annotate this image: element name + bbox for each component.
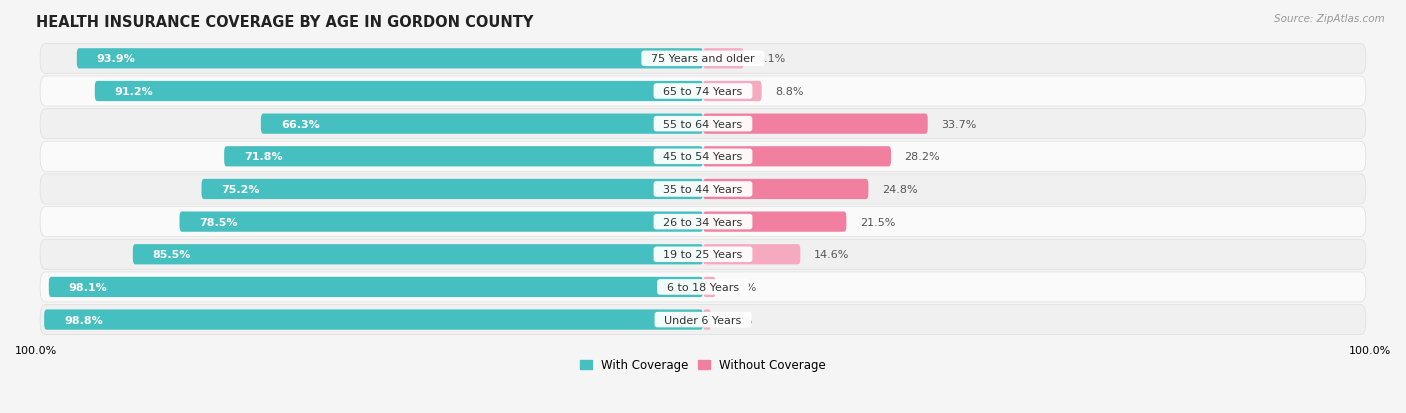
FancyBboxPatch shape bbox=[201, 179, 703, 199]
FancyBboxPatch shape bbox=[77, 49, 703, 69]
Text: 85.5%: 85.5% bbox=[153, 250, 191, 260]
Text: 14.6%: 14.6% bbox=[814, 250, 849, 260]
FancyBboxPatch shape bbox=[703, 277, 716, 297]
Text: 75.2%: 75.2% bbox=[222, 185, 260, 195]
Text: 65 to 74 Years: 65 to 74 Years bbox=[657, 87, 749, 97]
FancyBboxPatch shape bbox=[703, 147, 891, 167]
FancyBboxPatch shape bbox=[41, 240, 1365, 270]
Text: 98.8%: 98.8% bbox=[65, 315, 103, 325]
Text: 78.5%: 78.5% bbox=[200, 217, 238, 227]
FancyBboxPatch shape bbox=[703, 310, 711, 330]
Text: 35 to 44 Years: 35 to 44 Years bbox=[657, 185, 749, 195]
Text: 66.3%: 66.3% bbox=[281, 119, 319, 129]
FancyBboxPatch shape bbox=[41, 272, 1365, 302]
Legend: With Coverage, Without Coverage: With Coverage, Without Coverage bbox=[579, 358, 827, 371]
Text: Source: ZipAtlas.com: Source: ZipAtlas.com bbox=[1274, 14, 1385, 24]
FancyBboxPatch shape bbox=[41, 77, 1365, 107]
Text: Under 6 Years: Under 6 Years bbox=[658, 315, 748, 325]
Text: 6.1%: 6.1% bbox=[756, 54, 786, 64]
Text: 24.8%: 24.8% bbox=[882, 185, 917, 195]
Text: 1.2%: 1.2% bbox=[724, 315, 752, 325]
FancyBboxPatch shape bbox=[703, 212, 846, 232]
Text: 98.1%: 98.1% bbox=[69, 282, 107, 292]
Text: 8.8%: 8.8% bbox=[775, 87, 803, 97]
Text: 33.7%: 33.7% bbox=[941, 119, 976, 129]
Text: 91.2%: 91.2% bbox=[115, 87, 153, 97]
Text: 19 to 25 Years: 19 to 25 Years bbox=[657, 250, 749, 260]
FancyBboxPatch shape bbox=[41, 142, 1365, 172]
FancyBboxPatch shape bbox=[49, 277, 703, 297]
FancyBboxPatch shape bbox=[41, 44, 1365, 74]
FancyBboxPatch shape bbox=[703, 49, 744, 69]
Text: 1.9%: 1.9% bbox=[728, 282, 758, 292]
FancyBboxPatch shape bbox=[224, 147, 703, 167]
FancyBboxPatch shape bbox=[94, 82, 703, 102]
Text: 45 to 54 Years: 45 to 54 Years bbox=[657, 152, 749, 162]
FancyBboxPatch shape bbox=[41, 109, 1365, 139]
FancyBboxPatch shape bbox=[41, 207, 1365, 237]
Text: 21.5%: 21.5% bbox=[859, 217, 896, 227]
Text: 93.9%: 93.9% bbox=[97, 54, 135, 64]
FancyBboxPatch shape bbox=[41, 175, 1365, 204]
FancyBboxPatch shape bbox=[703, 179, 869, 199]
FancyBboxPatch shape bbox=[41, 305, 1365, 335]
FancyBboxPatch shape bbox=[180, 212, 703, 232]
FancyBboxPatch shape bbox=[703, 82, 762, 102]
FancyBboxPatch shape bbox=[262, 114, 703, 135]
Text: 26 to 34 Years: 26 to 34 Years bbox=[657, 217, 749, 227]
Text: 71.8%: 71.8% bbox=[245, 152, 283, 162]
FancyBboxPatch shape bbox=[703, 244, 800, 265]
FancyBboxPatch shape bbox=[703, 114, 928, 135]
Text: 75 Years and older: 75 Years and older bbox=[644, 54, 762, 64]
FancyBboxPatch shape bbox=[132, 244, 703, 265]
FancyBboxPatch shape bbox=[44, 310, 703, 330]
Text: 55 to 64 Years: 55 to 64 Years bbox=[657, 119, 749, 129]
Text: HEALTH INSURANCE COVERAGE BY AGE IN GORDON COUNTY: HEALTH INSURANCE COVERAGE BY AGE IN GORD… bbox=[37, 15, 533, 30]
Text: 28.2%: 28.2% bbox=[904, 152, 941, 162]
Text: 6 to 18 Years: 6 to 18 Years bbox=[659, 282, 747, 292]
